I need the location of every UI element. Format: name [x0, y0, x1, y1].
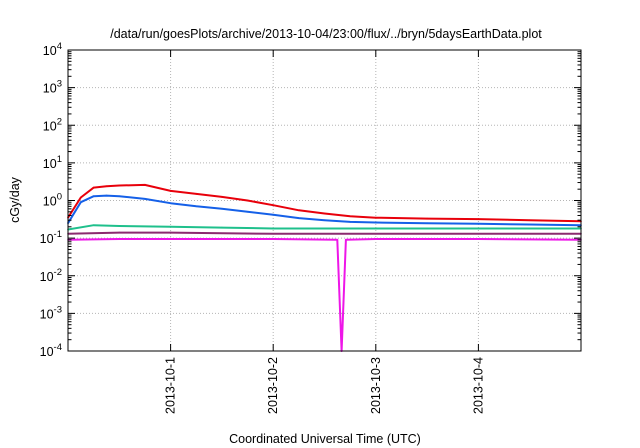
series-2-point: [272, 213, 275, 216]
series-5-point: [272, 238, 275, 240]
y-tick-label: 10-2: [40, 267, 62, 284]
series-2-point: [349, 221, 352, 223]
series-2-point: [298, 217, 300, 219]
x-tick-label: 2013-10-1: [164, 357, 178, 414]
series-1-point: [323, 212, 326, 215]
y-tick-label: 100: [43, 192, 62, 209]
series-3-point: [528, 227, 531, 230]
series-1-point: [105, 185, 108, 187]
series-4-point: [477, 233, 480, 235]
series-4-point: [118, 231, 121, 234]
series-2-point: [528, 223, 531, 226]
series-3-point: [272, 227, 275, 230]
series-3-point: [169, 226, 172, 228]
series-3-point: [118, 225, 121, 227]
series-2-point: [246, 211, 249, 213]
series-4-point: [169, 231, 172, 234]
y-tick-label: 10-1: [40, 229, 62, 246]
series-1-point: [375, 216, 377, 219]
x-axis-label: Coordinated Universal Time (UTC): [229, 432, 421, 446]
series-3-point: [92, 224, 95, 226]
chart-title: /data/run/goesPlots/archive/2013-10-04/2…: [110, 27, 542, 41]
series-1-point: [528, 219, 531, 221]
series-2-point: [375, 221, 377, 224]
series-5-point: [477, 238, 480, 240]
series-1-point: [118, 184, 121, 187]
series-3-point: [426, 227, 428, 230]
series-5-point: [336, 239, 339, 241]
x-tick-label: 2013-10-4: [471, 357, 485, 414]
y-tick-label: 104: [43, 41, 62, 58]
series-3-point: [375, 227, 377, 230]
series-3-point: [477, 227, 480, 230]
series-1-point: [426, 217, 428, 220]
series-line-1: [67, 183, 582, 223]
series-2-point: [80, 201, 82, 203]
x-tick-label: 2013-10-2: [266, 357, 280, 414]
series-1-point: [221, 196, 223, 198]
series-5-point: [345, 239, 347, 241]
series-1-point: [169, 190, 172, 192]
series-line-4: [67, 231, 581, 235]
series-1-point: [144, 184, 146, 186]
series-2-point: [169, 202, 172, 204]
series-1-point: [246, 199, 249, 202]
series-2-point: [144, 198, 146, 200]
series-2-point: [323, 219, 326, 221]
series-line-3: [67, 224, 581, 231]
y-tick-label: 10-3: [40, 304, 62, 321]
series-2-point: [105, 194, 108, 197]
series-1-point: [272, 204, 275, 206]
series-3-point: [221, 226, 223, 229]
series-2-point: [221, 208, 223, 210]
series-5-point: [375, 238, 377, 240]
series-1-point: [349, 215, 352, 218]
series-line-5: [67, 238, 582, 352]
y-tick-label: 102: [43, 116, 62, 133]
series-1-point: [195, 193, 198, 195]
series-layer: [67, 183, 582, 352]
series-1-point: [92, 186, 95, 189]
series-1-point: [298, 209, 300, 212]
series-2-point: [118, 195, 121, 197]
series-2-point: [92, 195, 95, 197]
plot-area-frame: [67, 49, 582, 352]
series-5-point: [169, 238, 172, 240]
series-2-point: [426, 222, 428, 224]
series-1-point: [477, 218, 480, 220]
series-1-point: [80, 196, 82, 199]
series-3-point: [323, 227, 326, 230]
y-tick-label: 103: [43, 79, 62, 96]
y-tick-label: 10-4: [40, 342, 62, 359]
y-tick-label: 101: [43, 154, 62, 171]
series-2-point: [477, 223, 480, 225]
series-5-point: [118, 238, 121, 240]
series-4-point: [375, 233, 377, 235]
series-4-point: [272, 233, 275, 235]
series-2-point: [195, 205, 198, 208]
grid-layer: [68, 50, 581, 351]
y-axis-label: cGy/day: [8, 176, 22, 223]
x-tick-label: 2013-10-3: [369, 357, 383, 414]
